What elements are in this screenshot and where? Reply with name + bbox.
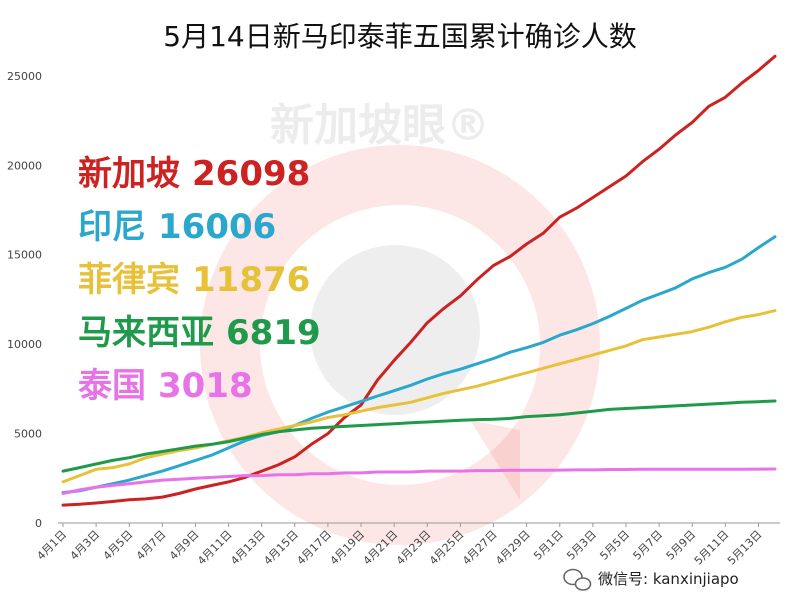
legend-value: 26098 [192,154,310,194]
x-tick-label: 4月17日 [294,528,334,568]
legend-value: 11876 [192,260,310,300]
legend-entry-philippines: 菲律宾 11876 [78,260,310,300]
watermark-logo-icon [200,145,600,545]
x-tick-label: 5月3日 [564,528,599,563]
x-tick-label: 4月1日 [34,528,69,563]
chart-legend: 新加坡 26098 印尼 16006 菲律宾 11876 马来西亚 6819 泰国 3018 [78,154,321,406]
chart-title: 5月14日新马印泰菲五国累计确诊人数 [163,20,636,53]
x-tick-label: 4月5日 [101,528,136,563]
credit: 微信号: kanxinjiapo [563,568,739,591]
legend-name: 马来西亚 [78,313,214,353]
x-tick-label: 4月27日 [460,528,500,568]
series-line-thailand [61,467,777,495]
legend-value: 3018 [158,366,253,406]
series-line-philippines [61,309,777,484]
y-tick-label: 15000 [7,249,42,262]
legend-entry-singapore: 新加坡 26098 [78,154,310,194]
x-tick-label: 5月11日 [692,528,732,568]
x-tick-label: 4月7日 [134,528,169,563]
legend-value: 16006 [158,207,276,247]
x-tick-label: 4月15日 [261,528,301,568]
legend-name: 泰国 [78,366,146,406]
legend-entry-india: 印尼 16006 [78,207,276,247]
series-line-malaysia [61,399,777,473]
x-tick-label: 4月13日 [228,528,268,568]
chart-lines [61,54,777,507]
legend-name: 菲律宾 [78,260,180,300]
x-tick-label: 5月5日 [597,528,632,563]
x-tick-label: 5月1日 [531,528,566,563]
legend-entry-malaysia: 马来西亚 6819 [78,313,321,353]
y-tick-label: 0 [35,517,42,530]
watermark-text: 新加坡眼® [270,100,490,151]
y-tick-label: 20000 [7,159,42,172]
credit-text: 微信号: kanxinjiapo [598,570,739,588]
legend-value: 6819 [226,313,321,353]
legend-name: 印尼 [78,207,146,247]
series-line-singapore [61,54,777,507]
x-tick-label: 4月3日 [68,528,103,563]
y-tick-label: 25000 [7,70,42,83]
x-tick-label: 4月29日 [493,528,533,568]
legend-entry-thailand: 泰国 3018 [78,366,253,406]
legend-name: 新加坡 [78,154,180,194]
series-line-india [61,235,777,495]
x-tick-label: 5月13日 [725,528,765,568]
y-tick-label: 5000 [14,428,42,441]
x-tick-label: 4月11日 [195,528,235,568]
y-tick-label: 10000 [7,338,42,351]
wechat-icon [563,568,592,591]
x-tick-label: 5月7日 [631,528,666,563]
